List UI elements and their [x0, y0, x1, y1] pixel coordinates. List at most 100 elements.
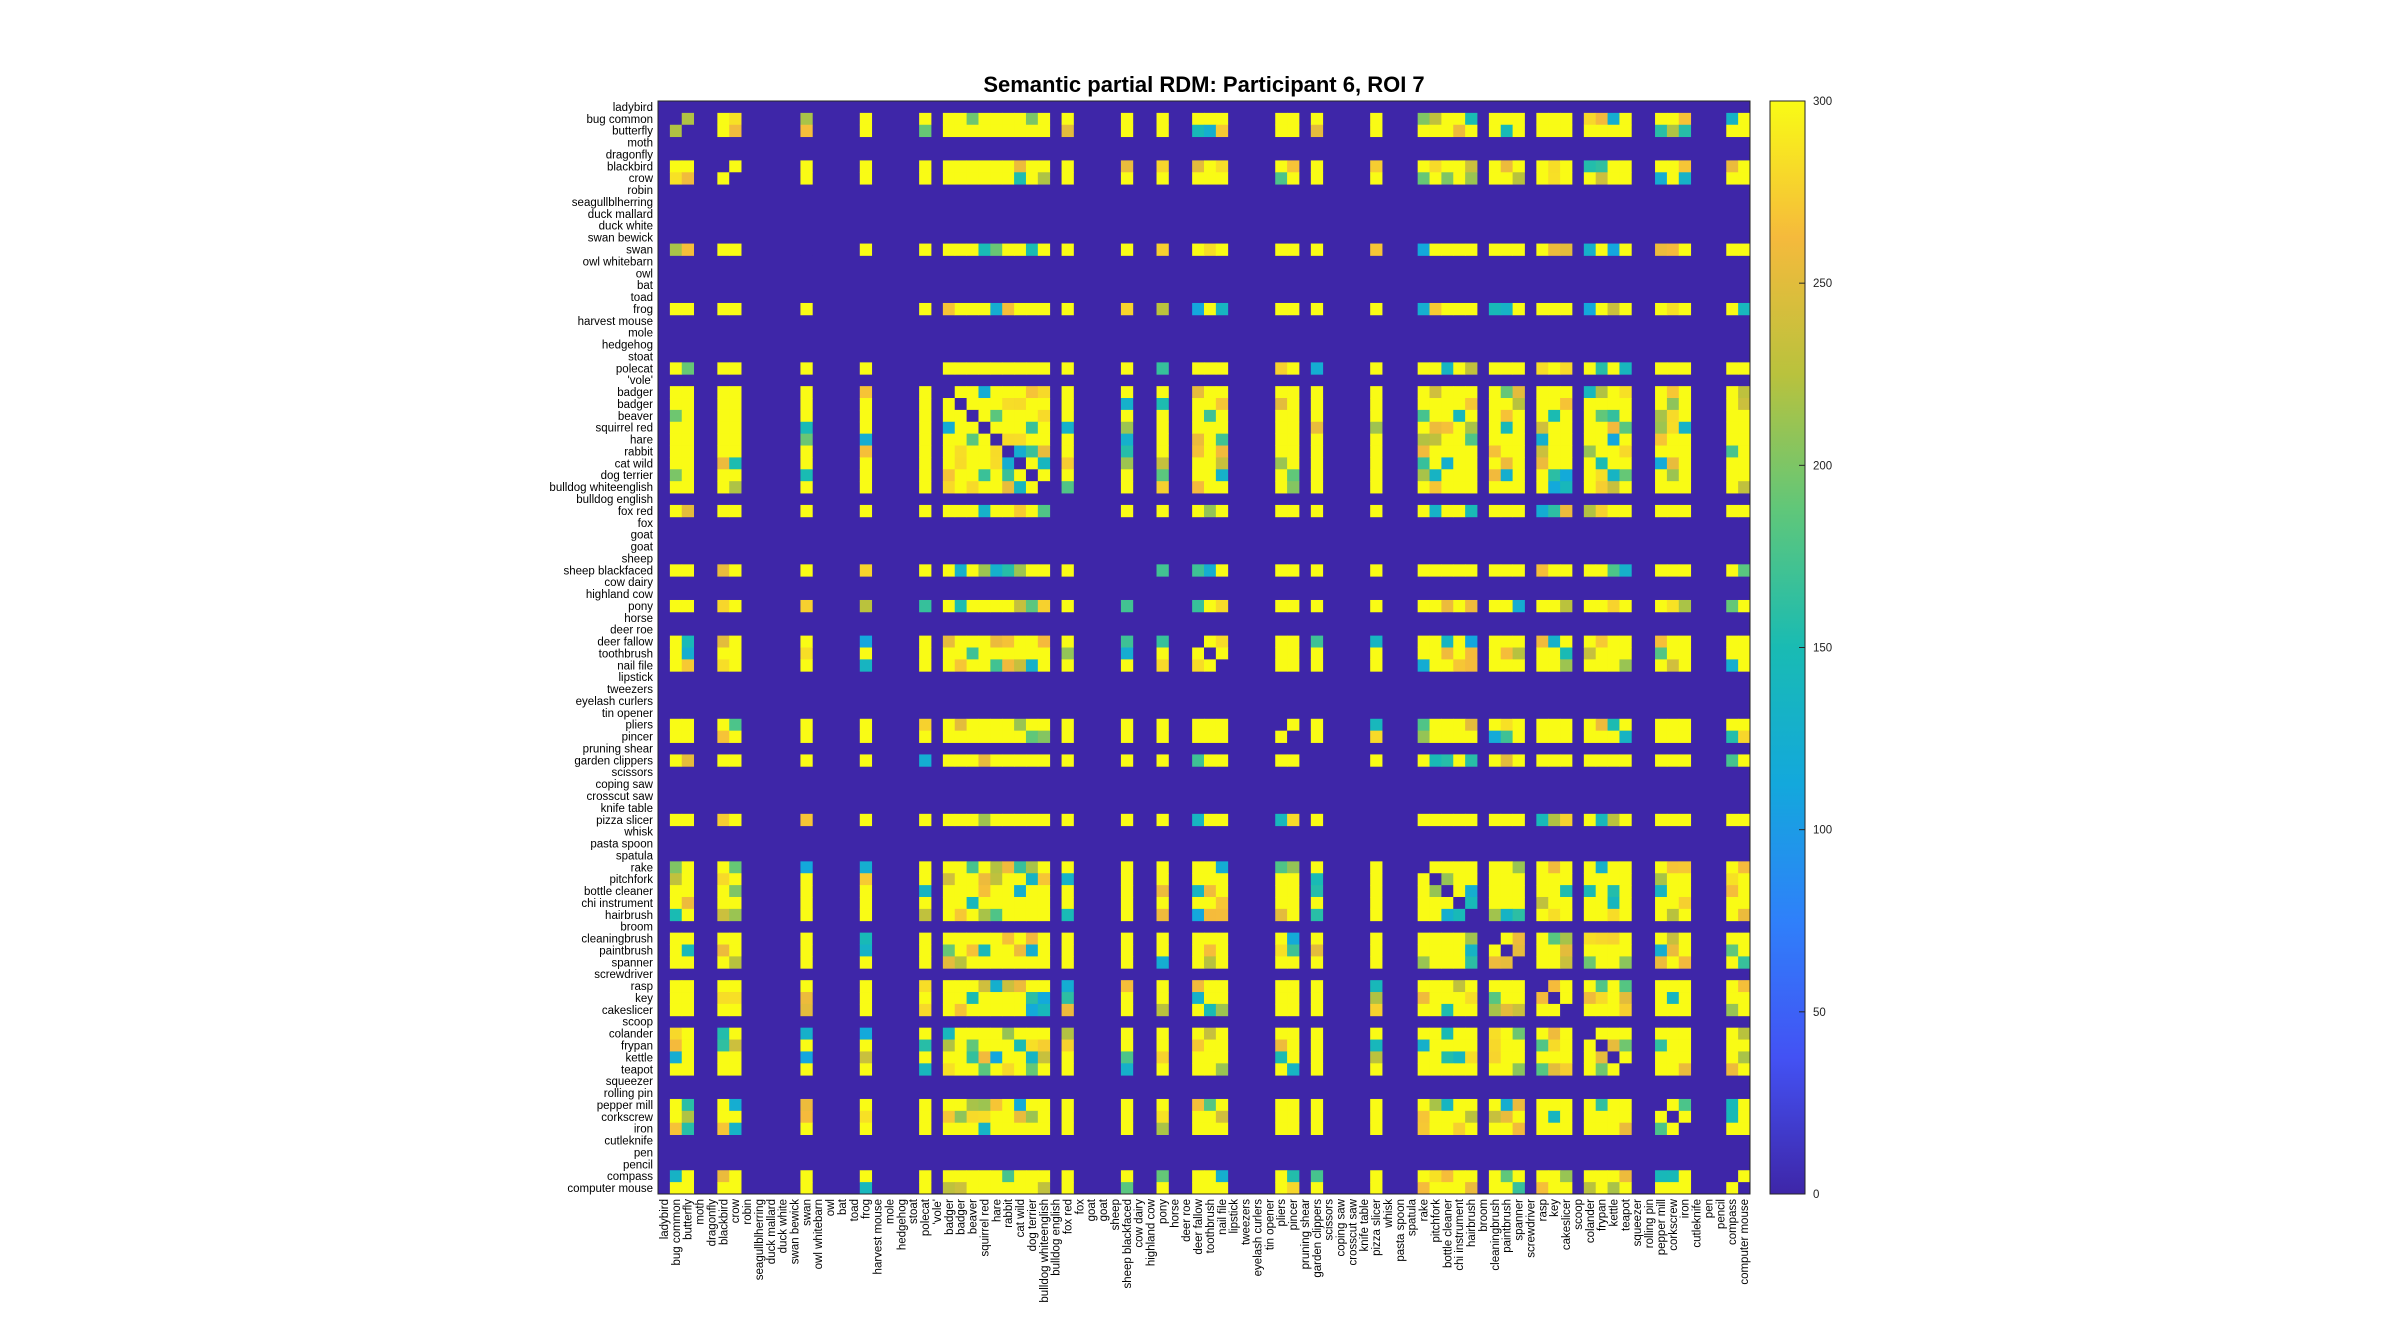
heatmap-cell: [919, 481, 932, 494]
heatmap-cell: [1204, 932, 1217, 945]
heatmap-cell: [669, 1098, 683, 1112]
heatmap-cell: [1512, 1039, 1525, 1052]
heatmap-cell: [717, 481, 730, 494]
heatmap-cell: [1441, 932, 1454, 945]
heatmap-cell: [1595, 647, 1608, 660]
heatmap-cell: [859, 481, 873, 494]
heatmap-cell: [966, 1063, 979, 1076]
x-tick-label: dragonfly: [706, 1199, 718, 1247]
heatmap-cell: [1429, 362, 1442, 375]
heatmap-cell: [1275, 112, 1288, 126]
y-tick-label: 'vole': [628, 375, 654, 387]
x-tick-label: fox red: [1063, 1199, 1075, 1234]
heatmap-cell: [717, 112, 730, 126]
heatmap-cell: [1310, 398, 1324, 411]
heatmap-cell: [978, 659, 991, 672]
heatmap-cell: [1738, 944, 1751, 957]
heatmap-cell: [1465, 243, 1478, 256]
heatmap-cell: [1560, 647, 1573, 660]
heatmap-cell: [1120, 659, 1134, 672]
heatmap-cell: [1215, 932, 1229, 945]
heatmap-cell: [1002, 659, 1015, 672]
heatmap-cell: [1120, 1098, 1134, 1112]
heatmap-cell: [681, 944, 695, 957]
heatmap-cell: [1156, 564, 1169, 577]
y-tick-label: spanner: [611, 957, 653, 969]
heatmap-cell: [1370, 1182, 1383, 1195]
heatmap-cell: [1488, 124, 1502, 138]
heatmap-cell: [1512, 885, 1525, 898]
y-tick-label: rake: [631, 862, 653, 874]
heatmap-cell: [1310, 124, 1324, 138]
heatmap-cell: [1548, 944, 1561, 957]
heatmap-cell: [1512, 1182, 1525, 1195]
heatmap-cell: [1120, 754, 1134, 767]
heatmap-cell: [1014, 1098, 1027, 1112]
heatmap-cell: [859, 302, 873, 316]
heatmap-cell: [717, 599, 730, 613]
heatmap-cell: [1014, 1039, 1027, 1052]
heatmap-cell: [919, 1122, 932, 1135]
heatmap-cell: [1204, 409, 1217, 423]
heatmap-cell: [1310, 469, 1324, 482]
heatmap-cell: [1678, 956, 1692, 969]
heatmap-cell: [1441, 873, 1454, 886]
heatmap-cell: [1204, 386, 1217, 399]
heatmap-cell: [1607, 1182, 1620, 1195]
y-tick-label: dog terrier: [601, 470, 654, 482]
heatmap-cell: [1287, 730, 1300, 743]
heatmap-cell: [990, 172, 1003, 185]
heatmap-cell: [1061, 992, 1074, 1005]
x-tick-label: pony: [1157, 1199, 1169, 1224]
heatmap-cell: [1655, 481, 1668, 494]
heatmap-cell: [1488, 1051, 1502, 1064]
heatmap-cell: [1370, 885, 1383, 898]
heatmap-cell: [942, 1110, 956, 1124]
heatmap-cell: [1548, 409, 1561, 423]
y-tick-label: ladybird: [613, 102, 653, 114]
heatmap-cell: [1310, 445, 1324, 458]
heatmap-cell: [1192, 362, 1205, 375]
heatmap-cell: [1192, 421, 1205, 435]
heatmap-cell: [1512, 421, 1525, 435]
heatmap-cell: [1370, 112, 1383, 126]
heatmap-cell: [669, 992, 683, 1005]
y-tick-label: badger: [617, 399, 653, 411]
heatmap-cell: [1453, 944, 1466, 957]
heatmap-cell: [1560, 659, 1573, 672]
heatmap-cell: [1429, 896, 1442, 910]
heatmap-cell: [859, 813, 873, 827]
y-tick-label: fox red: [618, 506, 653, 518]
heatmap-cell: [1204, 1063, 1217, 1076]
heatmap-cell: [1453, 873, 1466, 886]
heatmap-cell: [1192, 861, 1205, 874]
heatmap-cell: [1310, 112, 1324, 126]
heatmap-cell: [1120, 398, 1134, 411]
heatmap-cell: [1156, 112, 1169, 126]
heatmap-cell: [1014, 813, 1027, 827]
heatmap-cell: [942, 409, 956, 423]
heatmap-cell: [1488, 932, 1502, 945]
heatmap-cell: [1465, 992, 1478, 1005]
heatmap-cell: [1037, 730, 1051, 743]
y-tick-label: owl whitebarn: [583, 256, 653, 268]
y-tick-label: stoat: [628, 351, 654, 363]
x-tick-label: 'vole': [932, 1199, 944, 1225]
heatmap-cell: [1453, 980, 1466, 993]
heatmap-cell: [1738, 172, 1751, 185]
heatmap-cell: [1607, 445, 1620, 458]
heatmap-cell: [954, 362, 968, 375]
heatmap-cell: [1037, 896, 1051, 910]
heatmap-cell: [1583, 980, 1597, 993]
heatmap-cell: [1536, 160, 1549, 173]
heatmap-cell: [1215, 1003, 1229, 1017]
x-tick-label: horse: [1169, 1199, 1181, 1228]
heatmap-cell: [1655, 885, 1668, 898]
heatmap-cell: [1453, 302, 1466, 316]
heatmap-cell: [1583, 647, 1597, 660]
heatmap-cell: [1192, 718, 1205, 732]
heatmap-cell: [717, 302, 730, 316]
x-tick-label: duck white: [778, 1199, 790, 1253]
heatmap-cell: [1441, 635, 1454, 648]
heatmap-cell: [1548, 1182, 1561, 1195]
